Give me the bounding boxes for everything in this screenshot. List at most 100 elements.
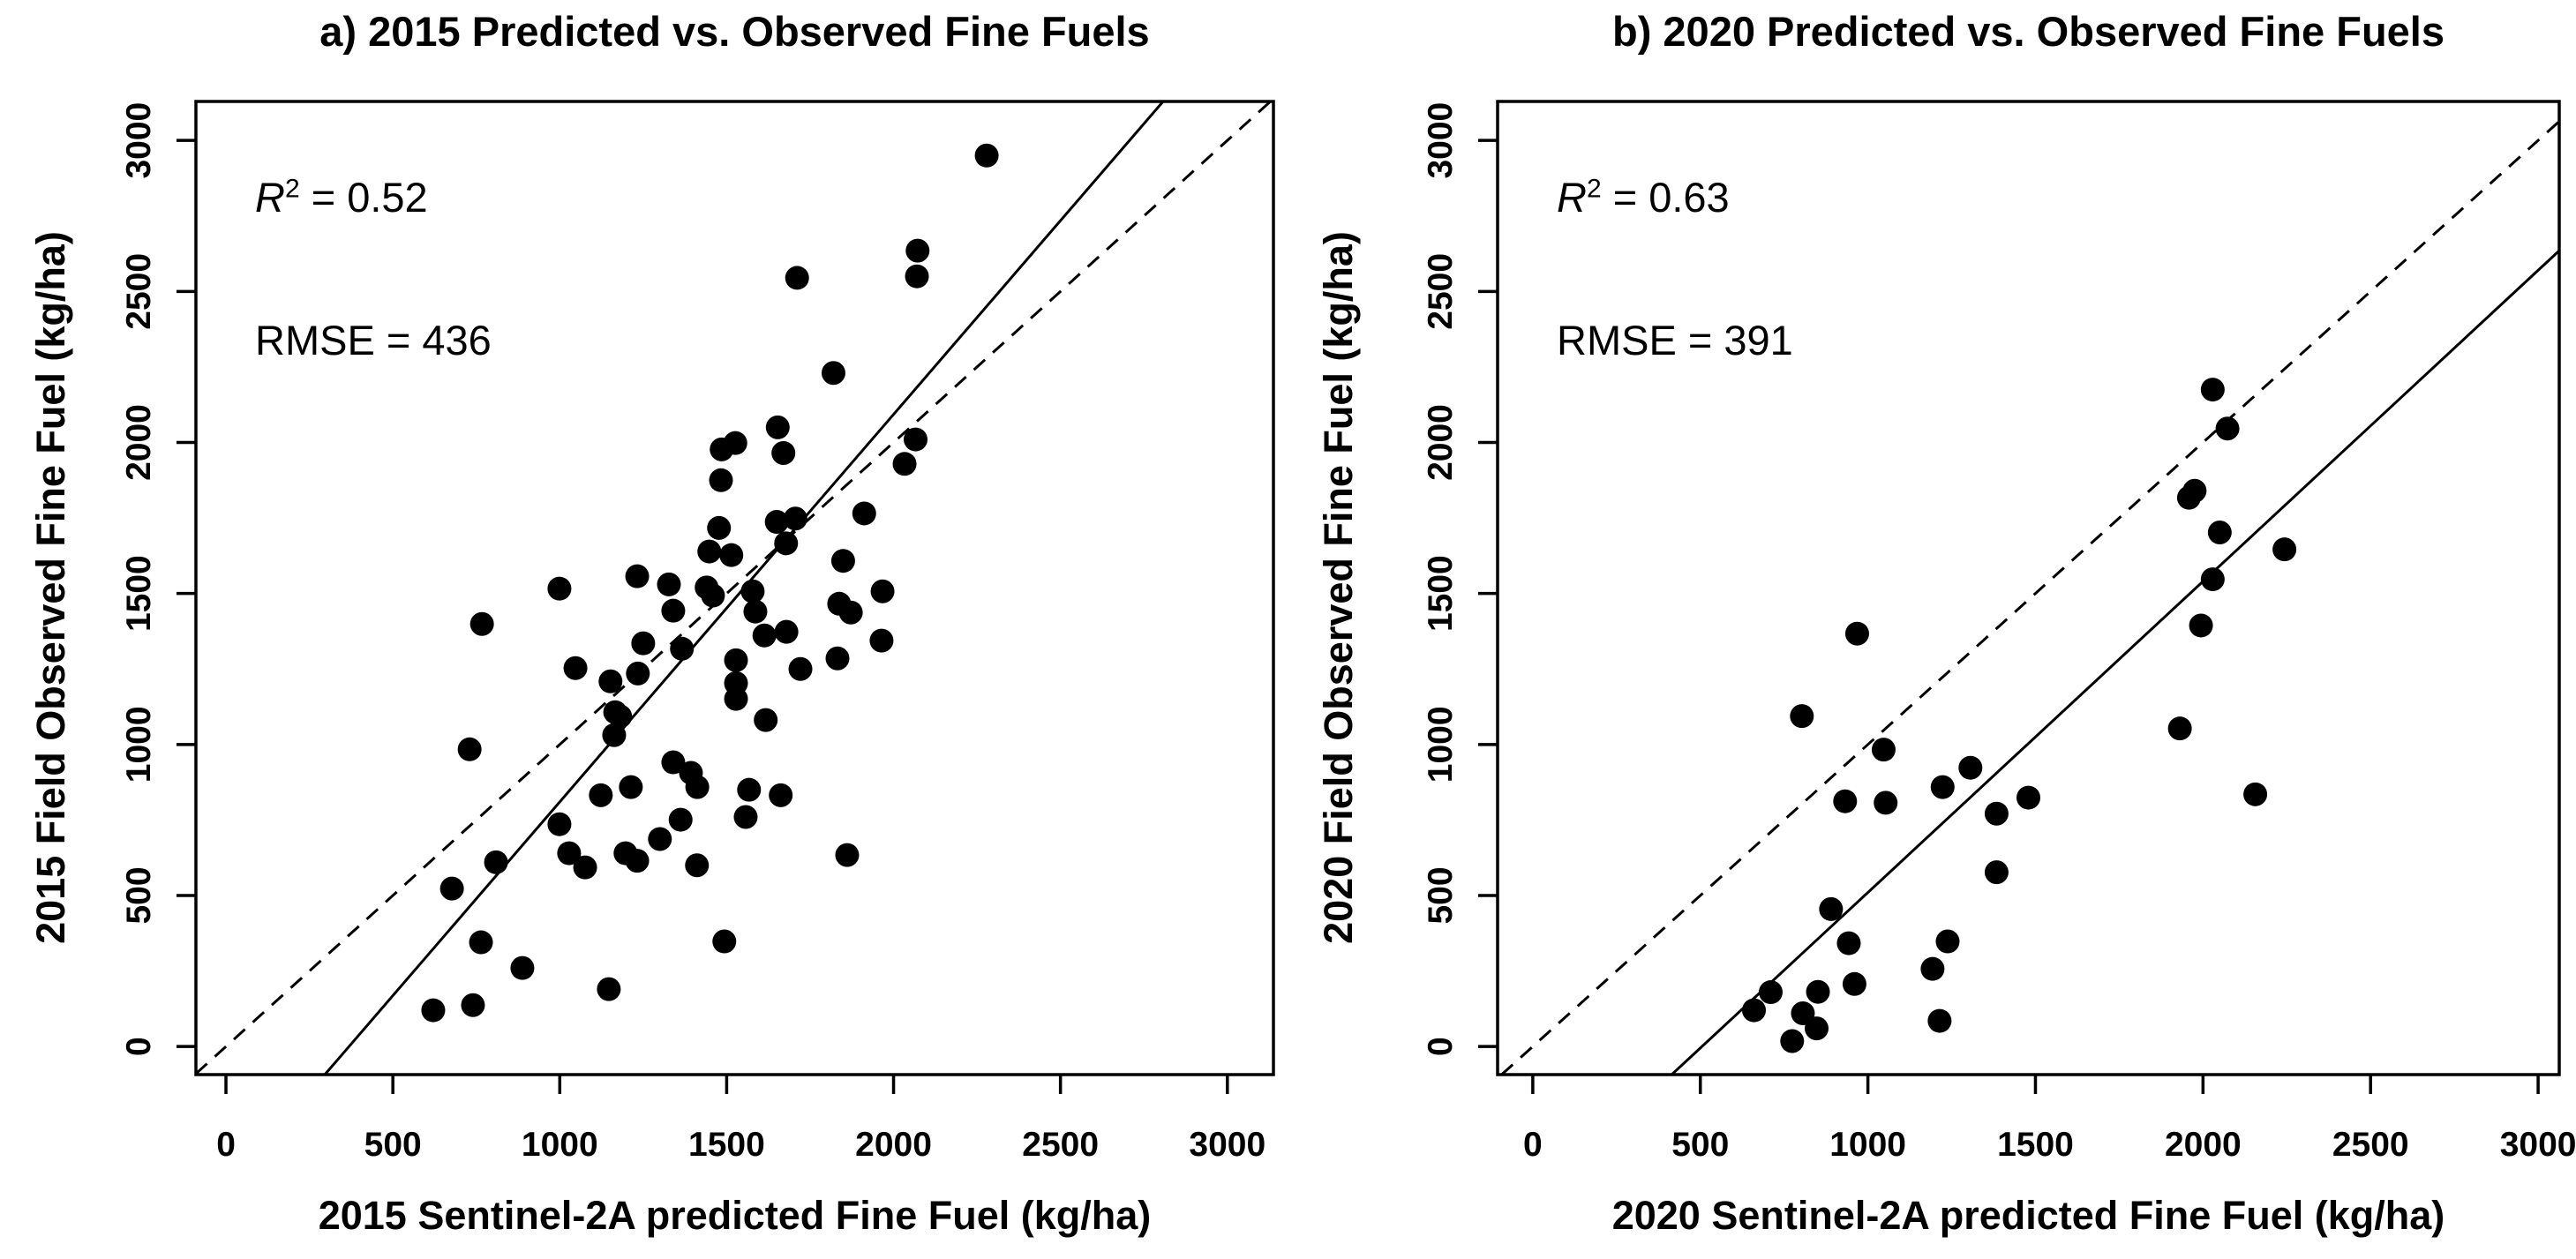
x-axis-title: 2015 Sentinel-2A predicted Fine Fuel (kg… [318,1193,1152,1238]
data-point [765,415,790,439]
data-point [668,807,693,832]
data-point [2207,521,2232,545]
data-point [2016,785,2040,810]
x-tick-label: 3000 [1189,1126,1265,1164]
data-point [457,737,482,761]
data-point [2200,567,2225,592]
data-point [1790,704,1814,729]
data-point [723,431,747,455]
data-point [827,591,852,616]
data-point [625,849,650,873]
data-point [1930,775,1955,799]
data-point [661,598,686,623]
y-tick-label: 1500 [120,555,158,632]
data-point [2272,537,2297,562]
data-point [2200,378,2225,402]
x-tick-label: 1000 [1829,1126,1906,1164]
data-point [905,264,929,289]
data-point [771,440,796,465]
identity-1to1-line [1500,120,2559,1075]
data-point [547,812,572,836]
data-point [469,930,493,955]
data-point [1805,1016,1829,1041]
data-point [712,929,737,954]
data-point [573,855,597,880]
panel-title: b) 2020 Predicted vs. Observed Fine Fuel… [1612,8,2445,55]
data-point [1844,621,1869,646]
r2-value: = 0.63 [1601,174,1730,221]
data-point [2243,782,2268,806]
r2-annotation: R2 = 0.52 [255,173,428,221]
data-point [737,777,762,802]
data-point [1927,1008,1952,1033]
x-tick-label: 500 [364,1126,422,1164]
panel-2020: 0 500 1000 1500 2000 2500 3000 0 500 1000 1500 2000… [1288,0,2576,1259]
data-point [685,853,710,878]
data-point [631,631,656,656]
data-point [661,750,686,775]
data-point [870,579,895,603]
data-point [783,506,807,531]
y-tick-label: 500 [120,866,158,924]
data-point [589,783,613,807]
data-point [769,783,793,807]
y-tick-label: 2500 [120,253,158,330]
data-point [1984,801,2009,826]
data-point [697,539,722,564]
data-point [785,266,809,290]
data-point [695,575,719,600]
data-point [743,599,768,624]
x-tick-label: 1500 [1997,1126,2074,1164]
data-point [2167,716,2192,741]
data-point [1935,929,1960,954]
data-point [1871,738,1896,762]
y-tick-label: 3000 [120,102,158,179]
scatter-plot-2015: 0 500 1000 1500 2000 2500 3000 0 500 1000 1500 2000… [120,100,1275,1164]
x-axis-title: 2020 Sentinel-2A predicted Fine Fuel (kg… [1611,1193,2445,1238]
x-tick-label: 1500 [688,1126,765,1164]
data-point [510,955,535,980]
data-point [869,628,894,653]
y-axis-title: 2020 Field Observed Fine Fuel (kg/ha) [1316,231,1361,944]
data-point [461,993,485,1017]
y-tick-label: 0 [120,1037,158,1056]
data-point [1958,755,1983,780]
y-tick-label: 2500 [1422,253,1460,330]
y-tick-label: 3000 [1422,102,1460,179]
data-point [619,775,643,799]
x-tick-label: 0 [1523,1126,1543,1164]
data-point [774,619,799,644]
r2-variable: R [1557,174,1587,221]
x-tick-label: 0 [216,1126,236,1164]
data-point [788,656,813,681]
data-point [625,564,650,588]
x-tick-label: 1000 [522,1126,598,1164]
data-point [2215,416,2240,441]
r2-variable: R [255,174,285,221]
data-point [733,805,758,829]
data-point [852,501,876,526]
data-point [547,576,572,601]
data-point [2189,613,2213,638]
x-tick-label: 2000 [2165,1126,2242,1164]
data-point [1984,860,2009,885]
data-point [1842,971,1866,996]
data-point [774,531,799,556]
data-point [469,611,494,636]
data-point [657,572,681,596]
data-point [685,775,710,799]
data-point [557,841,582,866]
x-tick-label: 2500 [2332,1126,2409,1164]
data-point [1780,1029,1805,1053]
x-tick-label: 2500 [1022,1126,1099,1164]
data-point [1791,1001,1815,1026]
data-point [597,977,621,1001]
y-tick-label: 0 [1422,1037,1460,1056]
panel-2015: 0 500 1000 1500 2000 2500 3000 0 500 1000 1500 2000… [28,8,1275,1238]
data-point [719,543,744,567]
data-point [724,648,748,672]
data-point [724,686,748,711]
data-point [892,452,917,476]
plot-box [1496,100,2561,1076]
